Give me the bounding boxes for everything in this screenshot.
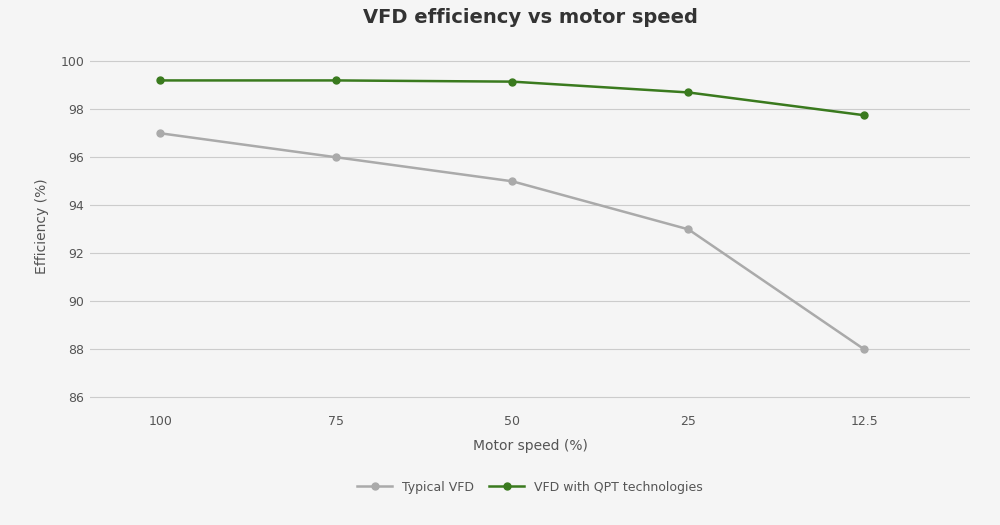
VFD with QPT technologies [330,77,342,83]
Legend: Typical VFD, VFD with QPT technologies: Typical VFD, VFD with QPT technologies [351,475,709,500]
Line: Typical VFD: Typical VFD [157,130,868,353]
Y-axis label: Efficiency (%): Efficiency (%) [35,178,49,274]
VFD with QPT technologies [506,78,518,85]
Typical VFD [682,226,694,233]
Typical VFD [154,130,166,136]
Typical VFD [858,346,870,353]
VFD with QPT technologies [858,112,870,119]
Typical VFD [506,178,518,184]
VFD with QPT technologies [154,77,166,83]
X-axis label: Motor speed (%): Motor speed (%) [473,439,587,453]
Title: VFD efficiency vs motor speed: VFD efficiency vs motor speed [363,7,697,27]
Typical VFD [330,154,342,161]
VFD with QPT technologies [682,89,694,96]
Line: VFD with QPT technologies: VFD with QPT technologies [157,77,868,119]
